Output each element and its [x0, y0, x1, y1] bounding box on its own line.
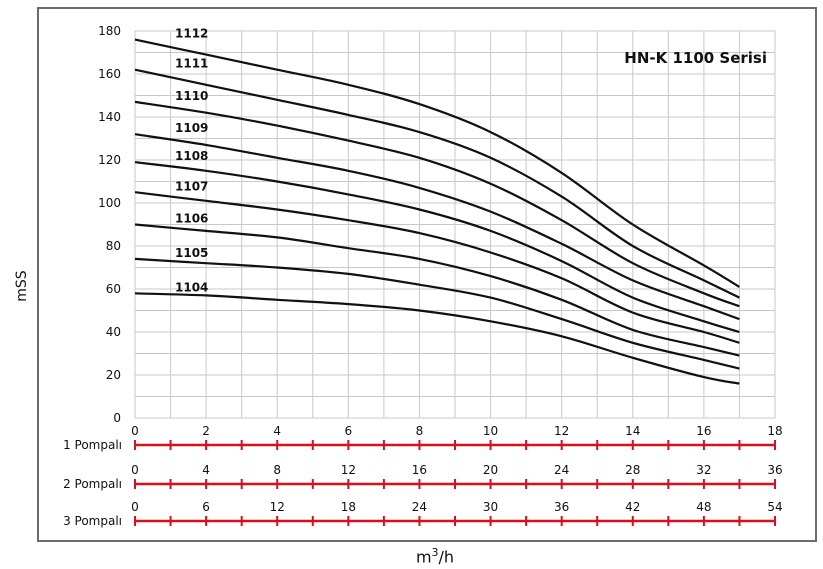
- x-tick-label: 16: [696, 424, 711, 438]
- y-tick-label: 20: [106, 368, 121, 382]
- pump-scale-tick-label: 24: [412, 500, 427, 514]
- chart-frame: [37, 7, 817, 542]
- y-tick-label: 80: [106, 239, 121, 253]
- pump-scale-tick-label: 12: [341, 463, 356, 477]
- x-tick-label: 0: [131, 424, 139, 438]
- x-tick-label: 8: [416, 424, 424, 438]
- pump-scale-tick-label: 32: [696, 463, 711, 477]
- curve-label-1107: 1107: [175, 179, 208, 193]
- pump-scale-label: 3 Pompalı: [63, 514, 122, 528]
- x-tick-label: 12: [554, 424, 569, 438]
- pump-curve-1105: [134, 257, 740, 370]
- y-tick-label: 180: [98, 24, 121, 38]
- pump-scale-tick-label: 42: [625, 500, 640, 514]
- x-axis-label-exponent: 3: [431, 546, 439, 559]
- pump-scale-tick-label: 4: [202, 463, 210, 477]
- chart-title: HN-K 1100 Serisi: [624, 49, 767, 67]
- pump-scale-label: 2 Pompalı: [63, 477, 122, 491]
- x-tick-label: 2: [202, 424, 210, 438]
- x-tick-label: 6: [345, 424, 353, 438]
- x-tick-label: 10: [483, 424, 498, 438]
- pump-scale-tick-label: 16: [412, 463, 427, 477]
- pump-scale-tick-label: 54: [767, 500, 782, 514]
- pump-scale-tick-label: 48: [696, 500, 711, 514]
- x-tick-label: 18: [767, 424, 782, 438]
- curve-label-1109: 1109: [175, 121, 208, 135]
- curve-label-1108: 1108: [175, 149, 208, 163]
- pump-scale-tick-label: 0: [131, 463, 139, 477]
- y-tick-label: 0: [113, 411, 121, 425]
- pump-curve-1111: [134, 68, 740, 299]
- pump-scale-label: 1 Pompalı: [63, 438, 122, 452]
- curve-label-1112: 1112: [175, 27, 208, 41]
- x-axis-label-tail: /h: [438, 547, 455, 567]
- pump-scale-tick-label: 6: [202, 500, 210, 514]
- x-tick-label: 14: [625, 424, 640, 438]
- y-tick-label: 160: [98, 67, 121, 81]
- pump-curve-1107: [134, 191, 740, 344]
- pump-scale-tick-label: 12: [270, 500, 285, 514]
- pump-curve-1109: [134, 133, 740, 321]
- pump-scale-tick-label: 18: [341, 500, 356, 514]
- y-tick-label: 60: [106, 282, 121, 296]
- pump-scale-tick-label: 36: [767, 463, 782, 477]
- curve-label-1110: 1110: [175, 89, 208, 103]
- y-tick-label: 40: [106, 325, 121, 339]
- pump-scale-tick-label: 0: [131, 500, 139, 514]
- pump-scale-tick-label: 28: [625, 463, 640, 477]
- pump-curve-1112: [134, 38, 740, 288]
- x-tick-label: 4: [273, 424, 281, 438]
- curve-label-1105: 1105: [175, 246, 208, 260]
- x-axis-label-base: m: [415, 547, 432, 567]
- pump-curve-1104: [134, 292, 740, 385]
- curve-label-1106: 1106: [175, 212, 208, 226]
- y-tick-label: 140: [98, 110, 121, 124]
- y-tick-label: 120: [98, 153, 121, 167]
- pump-curve-1108: [134, 161, 740, 334]
- pump-scale-tick-label: 36: [554, 500, 569, 514]
- pump-scale-tick-label: 20: [483, 463, 498, 477]
- pump-scale-tick-label: 8: [273, 463, 281, 477]
- curve-label-1111: 1111: [175, 57, 208, 71]
- pump-scale-tick-label: 30: [483, 500, 498, 514]
- pump-scale-tick-label: 24: [554, 463, 569, 477]
- pump-curve-1106: [134, 223, 740, 357]
- x-axis-label: m3/h: [390, 546, 480, 566]
- y-tick-label: 100: [98, 196, 121, 210]
- pump-curve-1110: [134, 100, 740, 308]
- curve-label-1104: 1104: [175, 280, 208, 294]
